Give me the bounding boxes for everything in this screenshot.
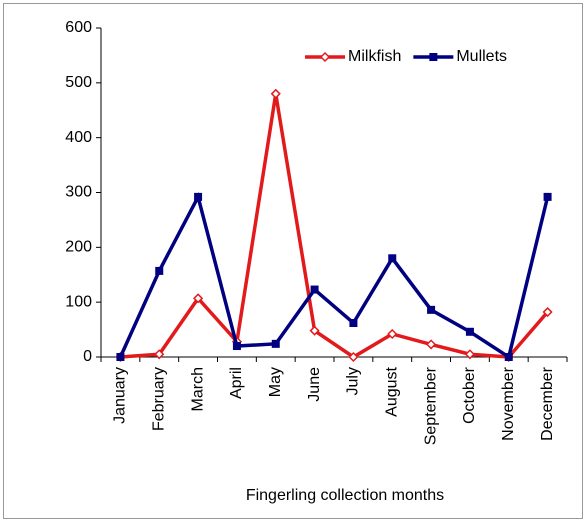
legend-label: Mullets (456, 48, 507, 65)
marker (464, 349, 475, 360)
y-tick-label: 600 (65, 19, 92, 36)
marker (309, 325, 320, 336)
x-tick-label: October (461, 366, 478, 424)
y-tick-label: 500 (65, 74, 92, 91)
x-tick-label: April (228, 367, 245, 399)
x-axis-title: Fingerling collection months (246, 487, 444, 504)
x-tick-label: May (267, 367, 284, 397)
marker (387, 328, 398, 340)
marker (388, 254, 397, 263)
x-tick-label: June (306, 367, 323, 402)
series-line (118, 192, 550, 360)
marker (426, 339, 437, 350)
y-tick-label: 0 (83, 348, 92, 365)
marker (348, 351, 359, 363)
marker (116, 353, 125, 361)
marker (310, 285, 319, 294)
x-tick-label: September (422, 366, 439, 445)
marker (194, 192, 203, 201)
legend-label: Milkfish (348, 48, 401, 65)
x-tick-label: July (345, 367, 362, 395)
marker (429, 53, 438, 61)
y-tick-label: 400 (65, 129, 92, 146)
x-tick-label: December (539, 366, 556, 440)
y-tick-label: 100 (65, 293, 92, 310)
x-tick-label: March (189, 367, 206, 411)
marker (427, 305, 436, 314)
marker (271, 339, 280, 348)
marker (504, 353, 513, 361)
x-tick-label: August (383, 366, 400, 416)
x-tick-label: February (150, 367, 167, 431)
x-tick-label: January (112, 367, 129, 424)
y-tick-label: 300 (65, 184, 92, 201)
marker (319, 51, 331, 63)
marker (232, 342, 241, 351)
marker (543, 192, 552, 201)
marker (542, 306, 553, 318)
marker (154, 349, 165, 360)
marker (349, 319, 358, 328)
marker (270, 88, 281, 99)
series-line (120, 93, 549, 360)
x-tick-label: November (500, 366, 517, 440)
y-tick-label: 200 (65, 239, 92, 256)
chart-frame (3, 3, 583, 519)
marker (193, 293, 204, 304)
marker (465, 327, 474, 336)
marker (155, 266, 164, 275)
